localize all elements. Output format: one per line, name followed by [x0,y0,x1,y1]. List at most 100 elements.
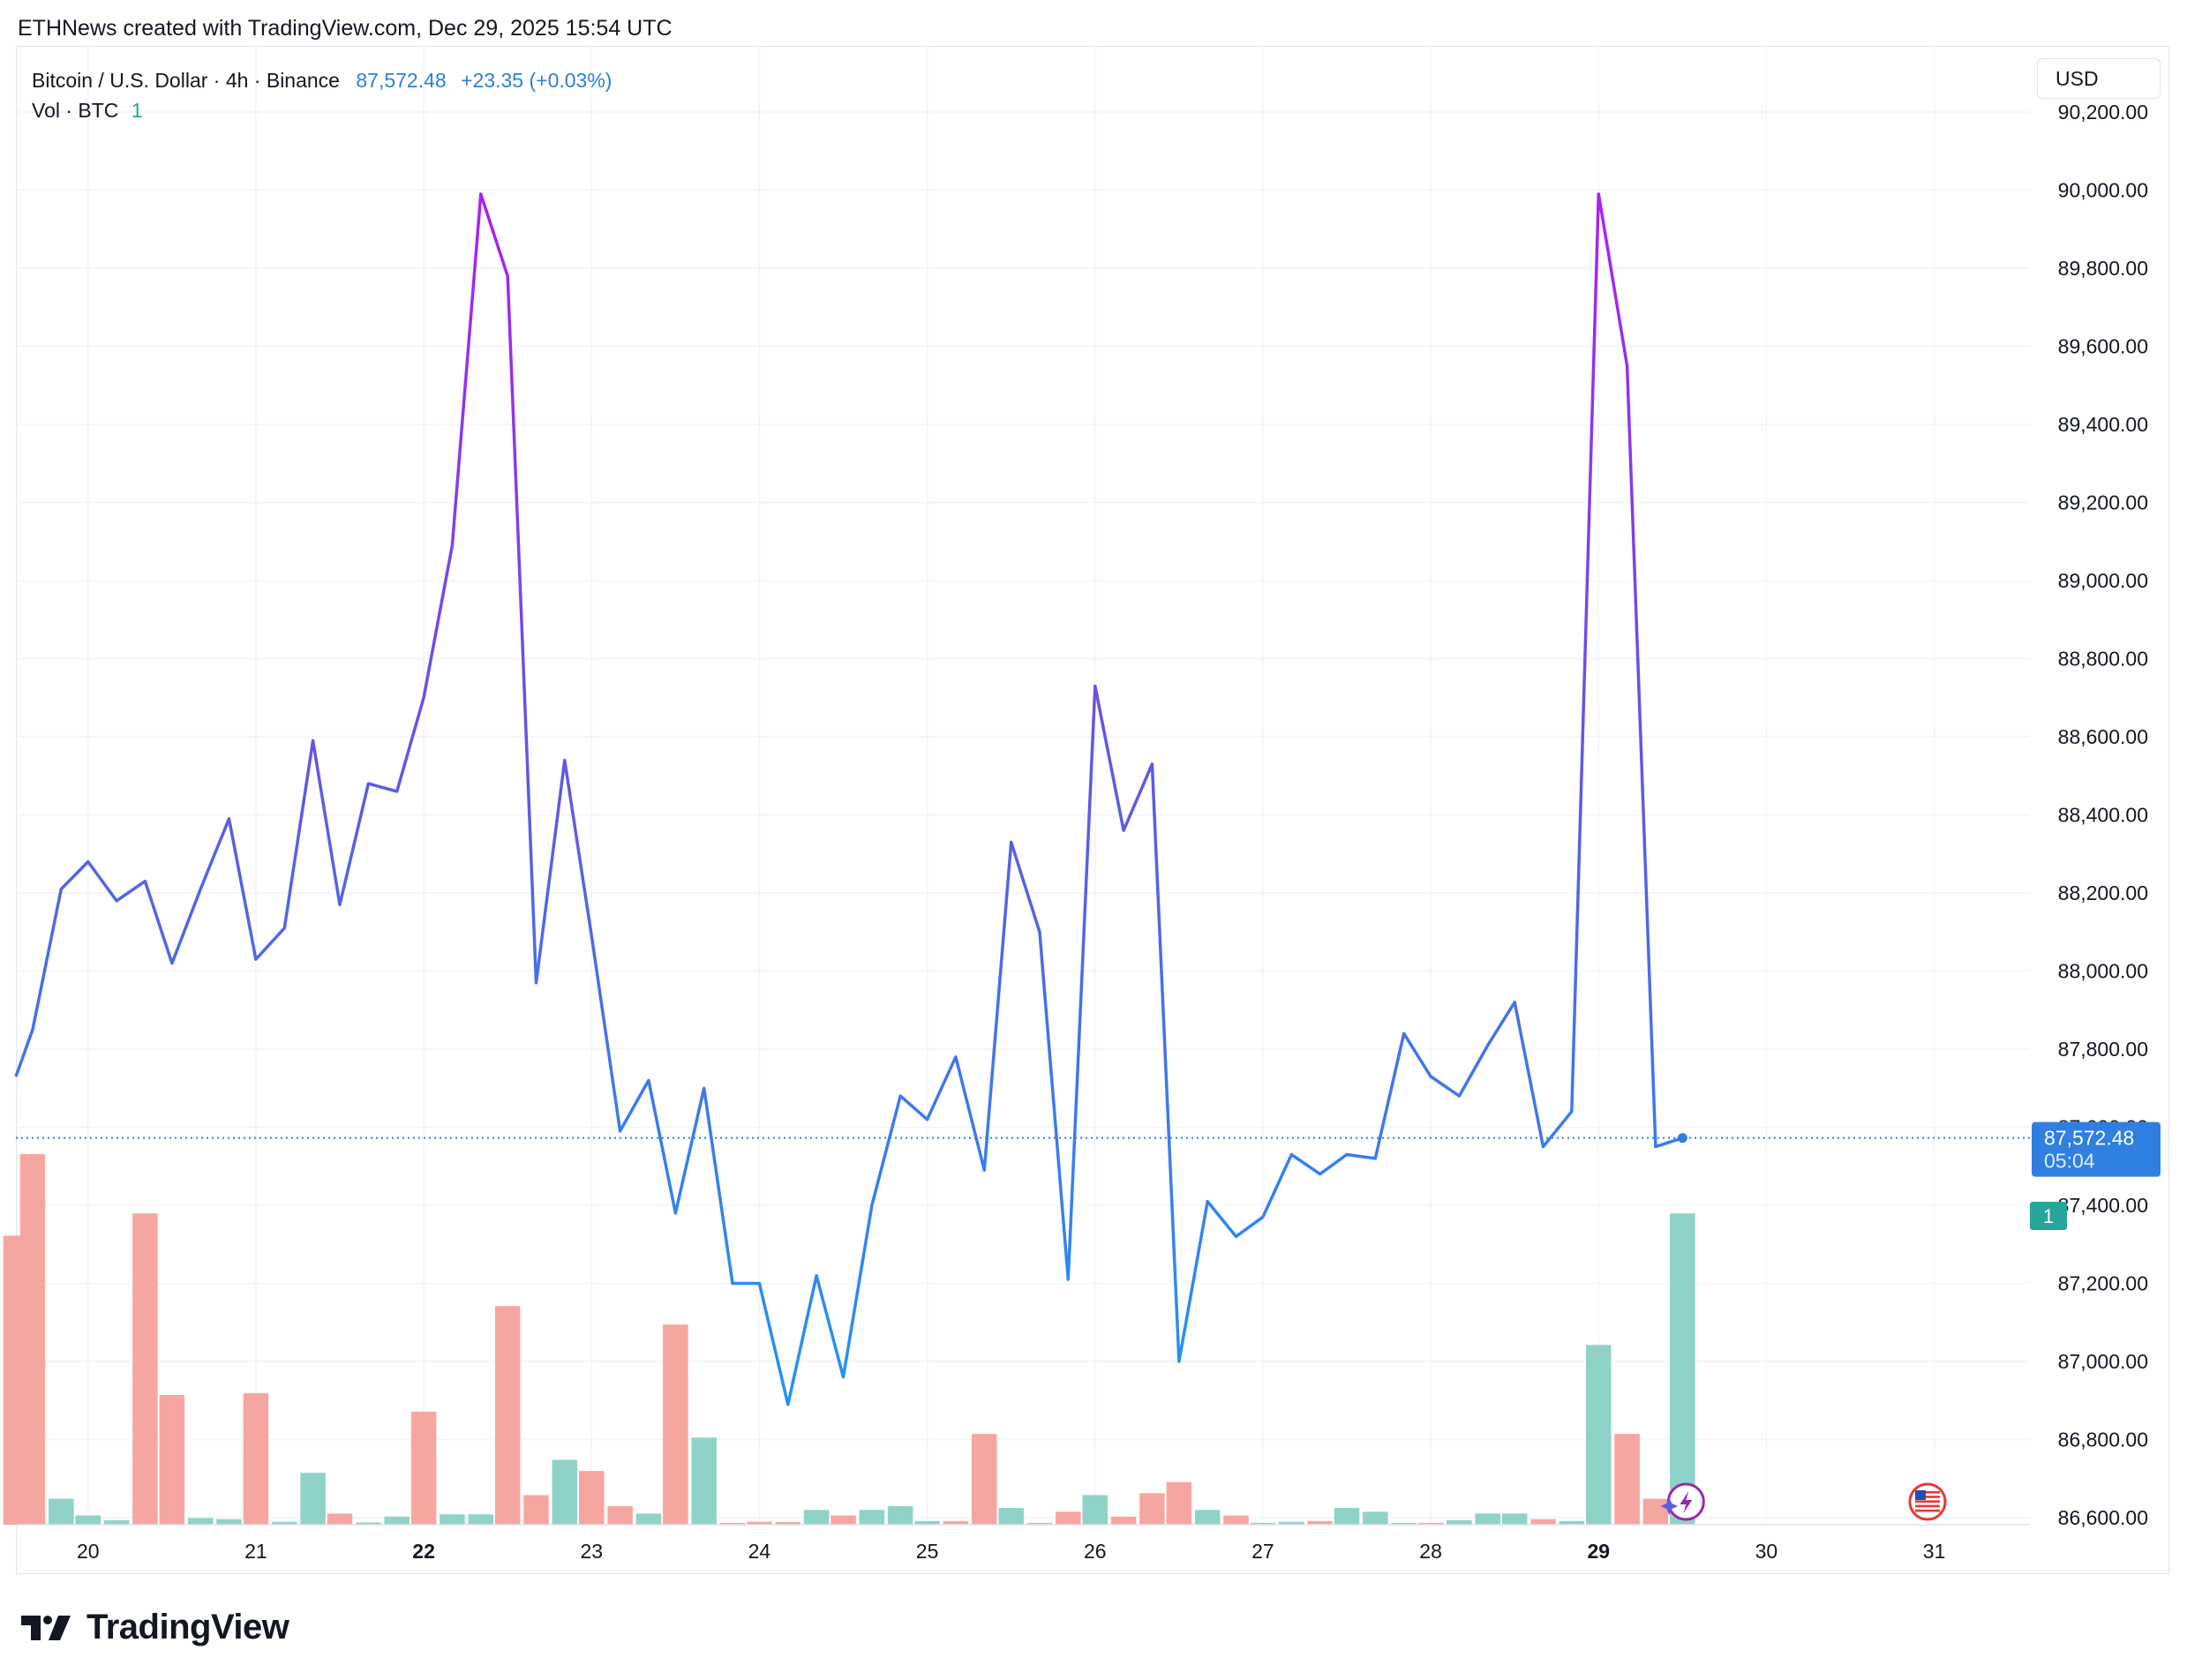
volume-bar [943,1520,969,1525]
volume-bar [914,1520,940,1525]
y-tick-label: 88,200.00 [2058,881,2148,904]
brand-name: TradingView [86,1608,289,1646]
volume-bar [1166,1481,1192,1525]
volume-bar [1223,1515,1249,1525]
volume-bar [1279,1521,1304,1525]
volume-bar [1082,1495,1109,1525]
volume-bar [691,1437,717,1525]
volume-bar [1447,1519,1472,1525]
legend-volume-row[interactable]: Vol · BTC 1 [32,95,612,125]
legend-symbol-row[interactable]: Bitcoin / U.S. Dollar · 4h · Binance 87,… [32,65,612,95]
volume-bar [1559,1520,1585,1525]
chart-legend: Bitcoin / U.S. Dollar · 4h · Binance 87,… [32,65,612,125]
volume-bar [1501,1513,1528,1525]
x-tick-label: 30 [1755,1540,1778,1563]
volume-bar [1391,1522,1417,1525]
x-tick-label: 28 [1419,1540,1442,1563]
volume-bar [19,1154,46,1525]
volume-bar [187,1518,214,1525]
volume-bar [1026,1522,1053,1525]
y-tick-label: 86,800.00 [2058,1429,2148,1451]
us-flag-stripe [1915,1509,1940,1512]
us-flag-canton [1915,1490,1926,1500]
y-tick-label: 89,000.00 [2058,569,2148,592]
volume-bar [859,1510,885,1525]
x-tick-label: 25 [916,1540,939,1563]
volume-bar [775,1522,801,1525]
tradingview-brand[interactable]: TradingView [19,1608,289,1647]
volume-bar [1586,1345,1612,1525]
volume-bar [216,1519,242,1525]
volume-bar [1642,1498,1669,1525]
y-tick-label: 87,000.00 [2058,1350,2148,1373]
volume-bar [830,1515,856,1525]
volume-bar [132,1213,158,1525]
us-flag-stripe [1915,1491,1940,1494]
lightning-icon-bolt [1680,1491,1693,1513]
volume-bar [1139,1493,1165,1525]
legend-change: +23.35 (+0.03%) [461,69,613,92]
grid-lines [16,46,2030,1525]
volume-bar [579,1471,605,1525]
volume-bar [1417,1522,1444,1525]
chart-frame[interactable] [16,46,2169,1574]
x-tick-label: 20 [77,1540,100,1563]
volume-bar [356,1522,381,1525]
volume-label: Vol · BTC [32,99,119,122]
last-price-tag [2032,1121,2161,1177]
tradingview-logo-icon [21,1615,71,1640]
y-tick-label: 90,200.00 [2058,101,2148,124]
symbol-label: Bitcoin / U.S. Dollar · 4h · Binance [32,69,340,92]
chart-caption: ETHNews created with TradingView.com, De… [18,16,673,41]
volume-tag [2030,1202,2067,1230]
y-tick-label: 89,800.00 [2058,257,2148,280]
x-tick-label: 26 [1084,1540,1107,1563]
currency-button[interactable]: USD [2037,58,2161,99]
y-tick-label: 90,000.00 [2058,179,2148,202]
volume-bar [607,1506,633,1525]
volume-bar [327,1513,353,1525]
y-tick-label: 88,800.00 [2058,648,2148,671]
volume-bar [1530,1519,1556,1525]
volume-bar [75,1515,101,1525]
us-flag-stripe [1915,1496,1940,1498]
volume-bar [1056,1511,1081,1525]
volume-bar [523,1495,549,1525]
volume-bar [719,1522,746,1525]
volume-bar [384,1516,410,1525]
volume-bar [663,1324,688,1525]
y-tick-label: 87,400.00 [2058,1194,2148,1217]
volume-bar [243,1392,269,1525]
y-tick-label: 89,400.00 [2058,413,2148,436]
y-tick-label: 87,800.00 [2058,1038,2148,1061]
y-tick-label: 89,600.00 [2058,335,2148,358]
volume-bars [3,1154,1695,1525]
volume-bar [410,1411,437,1525]
y-tick-label: 89,200.00 [2058,491,2148,514]
volume-bar [1250,1522,1276,1525]
volume-bar [159,1395,185,1525]
volume-value: 1 [131,99,143,122]
volume-bar [635,1513,662,1525]
volume-bar [272,1521,297,1525]
x-tick-label: 24 [748,1540,771,1563]
y-tick-label: 88,600.00 [2058,725,2148,748]
volume-bar [747,1521,772,1525]
us-flag-stripe [1915,1500,1940,1503]
volume-bar [468,1514,494,1525]
volume-bar [998,1508,1024,1525]
last-price-point [1677,1133,1687,1144]
x-tick-label: 21 [244,1540,267,1563]
y-tick-label: 87,200.00 [2058,1272,2148,1295]
volume-bar [49,1498,74,1525]
y-tick-label: 88,000.00 [2058,960,2148,983]
y-tick-label: 86,600.00 [2058,1506,2148,1529]
volume-bar [103,1519,130,1525]
x-tick-label: 31 [1923,1540,1946,1563]
sparkle-icon [1660,1497,1679,1515]
x-tick-label: 27 [1251,1540,1274,1563]
volume-bar [552,1459,578,1525]
volume-tag-value: 1 [2043,1205,2054,1227]
